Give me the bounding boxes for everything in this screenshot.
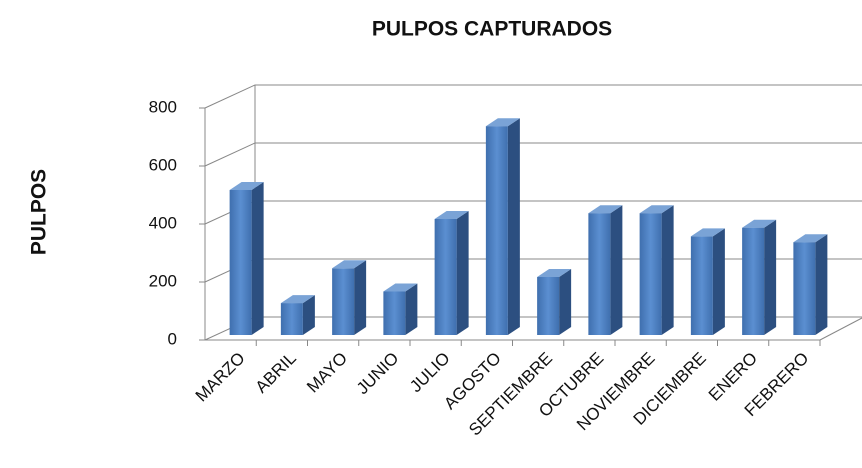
bar-side [405,283,418,335]
y-axis-title: PULPOS [28,169,51,255]
x-tick-label: JULIO [406,349,454,397]
bar [485,126,508,335]
bar-side [712,228,725,335]
grid-line [204,142,862,167]
x-tick-label: MARZO [192,349,249,406]
bar-top [639,205,674,214]
bar-side [251,182,264,335]
bar-side [764,219,777,335]
bar-top [434,211,469,219]
bar-side [559,269,572,335]
y-tick-label: 0 [168,329,177,348]
bar-side [302,295,315,335]
y-tick-label: 200 [149,271,177,290]
x-tick-label: ABRIL [252,349,300,397]
bar [639,213,662,335]
bar [383,291,406,335]
bar-side [661,205,674,335]
bar-top [332,260,367,269]
bar-top [742,219,777,228]
bar-side [456,211,469,335]
bar-top [793,234,828,243]
y-tick-label: 600 [149,155,177,174]
bar-side [815,234,828,335]
bar [537,277,560,335]
bar [229,190,252,335]
bar [280,303,303,335]
bar [588,213,611,335]
bar [793,242,816,335]
bar-top [383,283,418,292]
bar-top [229,182,264,190]
y-tick-label: 400 [149,213,177,232]
floor-edge [819,317,862,341]
y-tick-label: 800 [149,97,177,116]
bar-top [690,228,725,237]
bar [690,236,713,335]
bar-top [485,118,520,127]
bar-top [537,269,572,277]
bar-top [588,205,623,214]
bar-side [610,205,623,335]
bar [332,268,355,335]
grid-line [204,84,862,109]
bar-top [280,295,315,304]
bar [742,227,765,335]
chart-title: PULPOS CAPTURADOS [372,18,612,41]
x-tick-label: JUNIO [353,349,402,398]
x-tick-label: MAYO [303,349,351,397]
bar-side [507,118,520,335]
bar [434,219,457,335]
bar-side [354,260,367,335]
